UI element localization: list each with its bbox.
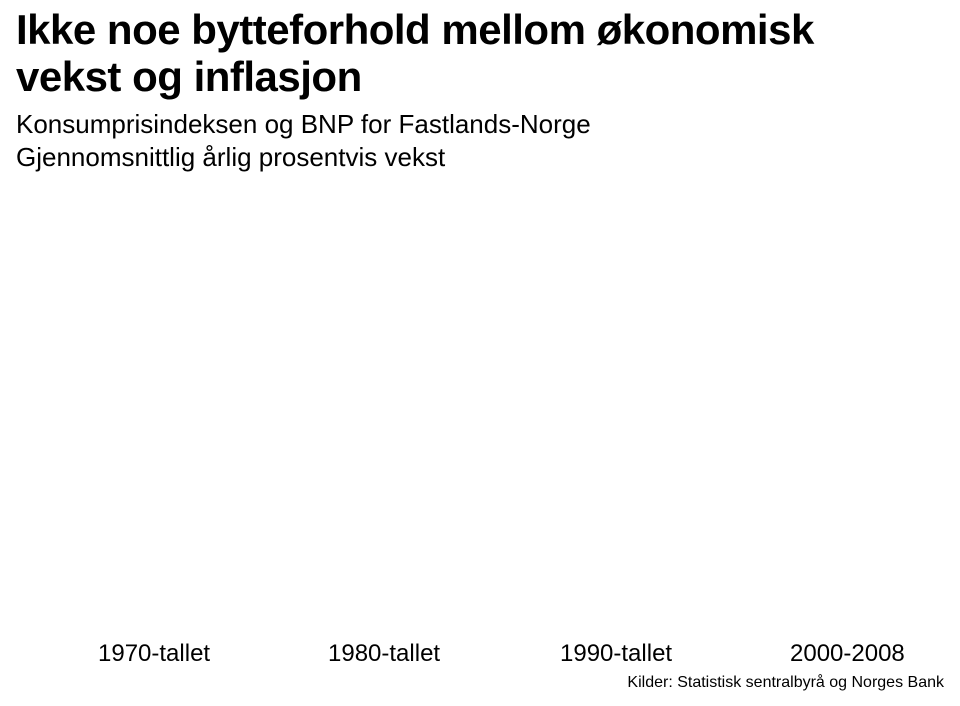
page-subtitle: Konsumprisindeksen og BNP for Fastlands-…	[16, 108, 591, 173]
source-text: Kilder: Statistisk sentralbyrå og Norges…	[627, 674, 944, 692]
subtitle-line-1: Konsumprisindeksen og BNP for Fastlands-…	[16, 109, 591, 139]
x-axis-category: 1970-tallet	[98, 640, 210, 668]
x-axis-category: 1990-tallet	[560, 640, 672, 668]
subtitle-line-2: Gjennomsnittlig årlig prosentvis vekst	[16, 142, 445, 172]
x-axis-category: 2000-2008	[790, 640, 905, 668]
slide: Ikke noe bytteforhold mellom økonomisk v…	[0, 0, 960, 706]
title-line-1: Ikke noe bytteforhold mellom økonomisk	[16, 6, 814, 53]
title-line-2: vekst og inflasjon	[16, 53, 362, 100]
page-title: Ikke noe bytteforhold mellom økonomisk v…	[16, 6, 814, 100]
x-axis-category: 1980-tallet	[328, 640, 440, 668]
